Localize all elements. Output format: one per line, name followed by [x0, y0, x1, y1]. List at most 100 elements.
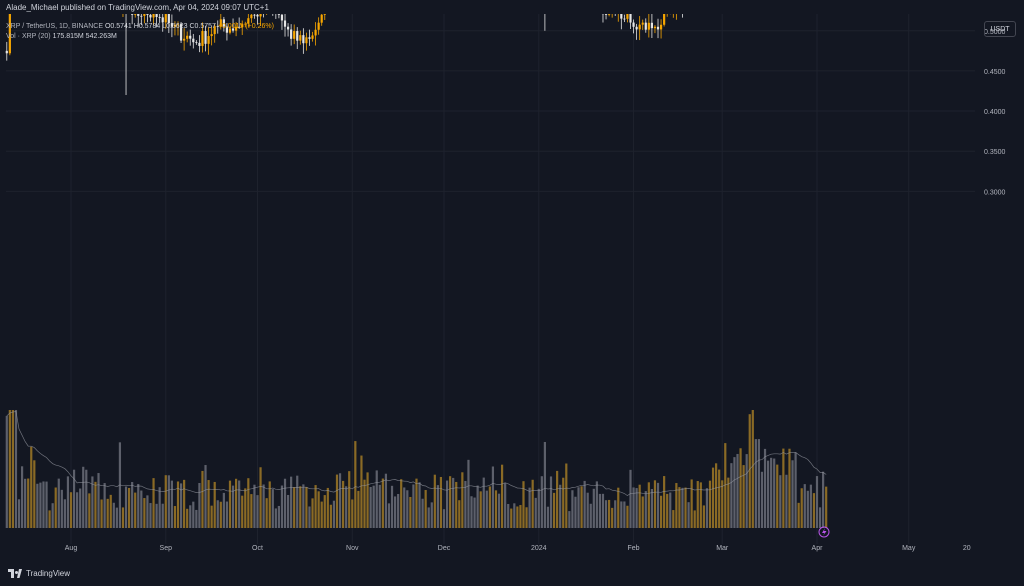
- volume-bar: [253, 485, 255, 528]
- volume-bar: [42, 481, 44, 528]
- volume-bar: [461, 472, 463, 528]
- volume-bar: [12, 410, 14, 528]
- candle-body: [632, 23, 634, 27]
- volume-bar: [684, 488, 686, 528]
- volume-label[interactable]: Vol · XRP (20): [6, 33, 51, 40]
- volume-bar: [513, 503, 515, 528]
- lightning-icon-bolt: [822, 528, 827, 536]
- volume-bar: [810, 485, 812, 528]
- volume-bar: [134, 493, 136, 528]
- grid-lines: [6, 14, 975, 544]
- time-tick-label: Sep: [160, 545, 173, 552]
- ohlc-low: L0.5623: [162, 23, 187, 30]
- volume-bar: [623, 501, 625, 528]
- volume-bar: [168, 475, 170, 528]
- volume-bar: [666, 494, 668, 528]
- volume-bar: [794, 453, 796, 528]
- volume-bar: [611, 508, 613, 528]
- volume-bar: [483, 478, 485, 528]
- candle-body: [605, 14, 607, 15]
- volume-bar: [758, 439, 760, 528]
- candle-body: [152, 14, 154, 17]
- volume-bar: [565, 464, 567, 528]
- volume-bar: [620, 501, 622, 528]
- ohlc-close: C0.5757: [189, 23, 215, 30]
- volume-bar: [804, 484, 806, 528]
- volume-bar: [305, 487, 307, 528]
- volume-bar: [61, 490, 63, 528]
- time-tick-label: Apr: [812, 545, 824, 552]
- volume-bar: [82, 467, 84, 528]
- volume-bar: [577, 487, 579, 528]
- volume-bar: [232, 486, 234, 528]
- candle-body: [131, 14, 133, 15]
- volume-bar: [76, 492, 78, 528]
- candle-body: [626, 14, 628, 19]
- volume-bar: [782, 449, 784, 528]
- footer-brand[interactable]: TradingView: [8, 569, 70, 578]
- candle-body: [645, 23, 647, 30]
- volume-bar: [79, 489, 81, 528]
- volume-bar: [715, 463, 717, 528]
- time-tick-label: Mar: [716, 545, 729, 552]
- candle-body: [308, 37, 310, 39]
- lightning-icon[interactable]: [819, 527, 829, 537]
- volume-bar: [495, 490, 497, 528]
- volume-bar: [287, 495, 289, 528]
- volume-bar: [366, 472, 368, 528]
- volume-bar: [327, 488, 329, 528]
- volume-bar: [186, 509, 188, 528]
- volume-bar: [779, 475, 781, 528]
- volume-bar: [146, 495, 148, 528]
- volume-bar: [574, 497, 576, 528]
- volume-bar: [697, 481, 699, 528]
- volume-bar: [293, 487, 295, 528]
- volume-bar: [152, 478, 154, 528]
- symbol-label[interactable]: XRP / TetherUS, 1D, BINANCE: [6, 23, 103, 30]
- volume-bar: [302, 484, 304, 528]
- volume-bar: [58, 479, 60, 528]
- volume-bar: [21, 466, 23, 528]
- volume-bar: [85, 470, 87, 528]
- volume-bar: [94, 482, 96, 528]
- volume-bar: [342, 481, 344, 528]
- volume-bar: [348, 471, 350, 528]
- volume-bar: [107, 499, 109, 528]
- volume-bar: [409, 497, 411, 528]
- candle-body: [198, 43, 200, 46]
- volume-bar: [703, 505, 705, 528]
- volume-bar: [822, 472, 824, 528]
- candle-body: [281, 15, 283, 21]
- volume-bar: [437, 485, 439, 528]
- volume-bar: [192, 502, 194, 528]
- volume-bar: [425, 490, 427, 528]
- volume-bar: [36, 484, 38, 528]
- volume-bar: [605, 500, 607, 528]
- volume-bar: [376, 470, 378, 528]
- chart-area[interactable]: 0.85000.80000.65000.60000.55000.50000.45…: [0, 14, 1024, 581]
- candle-body: [140, 16, 142, 17]
- volume-bar: [207, 480, 209, 528]
- candle-body: [143, 14, 145, 16]
- volume-bar: [15, 410, 17, 528]
- currency-button[interactable]: USDT: [984, 21, 1016, 37]
- volume-bar: [541, 476, 543, 528]
- volume-bar: [204, 465, 206, 528]
- volume-bar: [529, 488, 531, 528]
- candle-body: [253, 15, 255, 16]
- volume-bar: [599, 494, 601, 528]
- volume-bar: [473, 498, 475, 528]
- volume-bar: [752, 410, 754, 528]
- volume-bar: [97, 473, 99, 528]
- volume-bar: [100, 499, 102, 528]
- volume-bar: [39, 483, 41, 528]
- volume-bar: [125, 487, 127, 528]
- candle-body: [6, 51, 8, 53]
- volume-bar: [617, 488, 619, 528]
- volume-bar: [174, 506, 176, 528]
- volume-bar: [290, 477, 292, 528]
- volume-bar: [162, 504, 164, 528]
- volume-bar: [709, 481, 711, 528]
- candlestick-chart[interactable]: 0.85000.80000.65000.60000.55000.50000.45…: [0, 14, 1024, 581]
- volume-bar: [67, 476, 69, 528]
